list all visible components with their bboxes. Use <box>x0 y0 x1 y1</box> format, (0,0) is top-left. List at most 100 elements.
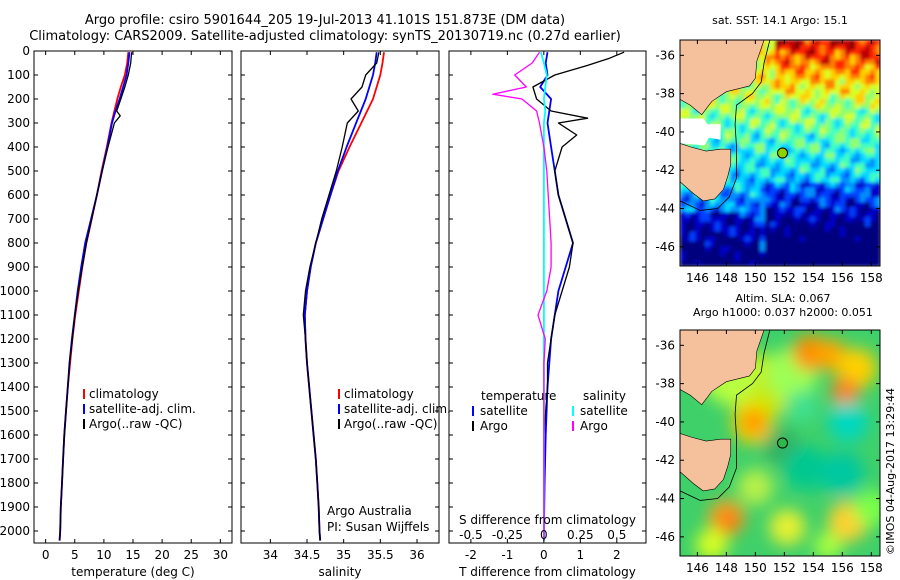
x-tick-label: 34 <box>263 548 278 562</box>
x-tick-label: 146 <box>686 561 709 575</box>
title-line-2: Climatology: CARS2009. Satellite-adjuste… <box>29 29 621 44</box>
y-tick-label: -42 <box>655 453 675 467</box>
legend-label: satellite <box>480 404 528 418</box>
x-tick-label: 156 <box>831 561 854 575</box>
map-sst-map: 146 148 150 152 154 156 158 -36 -38 -40 -42 -44 -46 s… <box>655 14 882 285</box>
x-tick-label: -1 <box>501 548 513 562</box>
x-tick-label: 20 <box>154 548 169 562</box>
legend-label: satellite <box>580 404 628 418</box>
y-tick-label: 0 <box>22 44 30 58</box>
series-argo-raw-qc- <box>58 52 133 541</box>
credit-annotation-line-1: Argo Australia <box>327 504 412 518</box>
y-tick-label: 1300 <box>0 356 30 370</box>
plot-frame <box>448 50 647 544</box>
map-subtitle-sla: Argo h1000: 0.037 h2000: 0.051 <box>693 306 873 319</box>
legend-label: Argo(..raw -QC) <box>344 417 437 431</box>
map-sla-map: 146 148 150 152 154 156 158 -36 -38 -40 -42 -44 -46 A… <box>655 292 882 575</box>
credit-annotation-line-2: PI: Susan Wijffels <box>327 520 429 534</box>
x-tick-label: 154 <box>802 271 825 285</box>
series-satellite-adj-clim- <box>303 52 378 541</box>
map-field <box>680 330 880 556</box>
y-tick-label: -46 <box>655 240 675 254</box>
credit-stamp: ©IMOS 04-Aug-2017 13:29:44 <box>884 388 897 555</box>
y-tick-label: -36 <box>655 48 675 62</box>
y-tick-label: 1100 <box>0 308 30 322</box>
chart-salinity: 34 34.5 35 35.5 36 salinity climatologysatelli… <box>240 50 451 579</box>
map-frame <box>679 329 881 557</box>
legend-label: climatology <box>344 387 414 401</box>
y-tick-label: 100 <box>7 68 30 82</box>
x-tick-label-salinity: 0 <box>540 528 548 542</box>
x-tick-label-salinity: 0.25 <box>567 528 594 542</box>
x-tick-label-salinity: 0.5 <box>607 528 626 542</box>
y-tick-label: -42 <box>655 163 675 177</box>
x-tick-label: 152 <box>773 561 796 575</box>
map-field <box>680 40 880 266</box>
x-tick-label: 10 <box>96 548 111 562</box>
legend-title-salinity: salinity <box>583 389 626 403</box>
legend-label: Argo(..raw -QC) <box>89 417 182 431</box>
legend-label: satellite-adj. clim. <box>344 402 451 416</box>
legend-label: satellite-adj. clim. <box>89 402 196 416</box>
y-tick-label: -44 <box>655 202 675 216</box>
map-title-sla: Altim. SLA: 0.067 <box>735 292 830 305</box>
series-argo-raw-qc- <box>302 52 380 541</box>
y-tick-label: -46 <box>655 530 675 544</box>
x-axis-label-salinity: S difference from climatology <box>459 513 636 527</box>
x-axis-label: temperature (deg C) <box>71 565 194 579</box>
x-axis-label: T difference from climatology <box>458 565 636 579</box>
legend-title-temperature: temperature <box>481 389 556 403</box>
y-tick-label: 200 <box>7 92 30 106</box>
title-line-1: Argo profile: csiro 5901644_205 19-Jul-2… <box>84 13 566 28</box>
y-tick-label: 1000 <box>0 284 30 298</box>
y-tick-label: 700 <box>7 212 30 226</box>
plot-frame <box>33 50 233 544</box>
y-tick-label: 1800 <box>0 476 30 490</box>
y-tick-label: -38 <box>655 377 675 391</box>
plot-frame <box>240 50 440 544</box>
y-tick-label: 1900 <box>0 500 30 514</box>
x-tick-label: 2 <box>613 548 621 562</box>
shelf-contour <box>680 40 771 211</box>
x-tick-label: 146 <box>686 271 709 285</box>
series-s-argo <box>492 51 552 541</box>
y-tick-label: 800 <box>7 236 30 250</box>
x-tick-label: -2 <box>465 548 477 562</box>
y-tick-label: 400 <box>7 140 30 154</box>
y-tick-label: 600 <box>7 188 30 202</box>
legend-label: Argo <box>480 419 508 433</box>
y-tick-label: -40 <box>655 415 675 429</box>
y-tick-label: -36 <box>655 338 675 352</box>
land-tasmania <box>680 143 732 202</box>
x-tick-label: 158 <box>860 271 883 285</box>
x-tick-label: 5 <box>71 548 79 562</box>
x-tick-label: 1 <box>577 548 585 562</box>
x-tick-label: 35.5 <box>367 548 394 562</box>
x-tick-label: 0 <box>42 548 50 562</box>
y-tick-label: 1400 <box>0 380 30 394</box>
x-tick-label: 0 <box>540 548 548 562</box>
y-tick-label: -38 <box>655 87 675 101</box>
x-tick-label: 34.5 <box>294 548 321 562</box>
x-tick-label: 15 <box>125 548 140 562</box>
shelf-contour <box>680 330 771 501</box>
x-tick-label: 30 <box>213 548 228 562</box>
x-tick-label-salinity: -0.25 <box>492 528 523 542</box>
x-tick-label: 150 <box>744 271 767 285</box>
chart-temperature: 0100200300400500600700800900100011001200… <box>0 44 233 579</box>
y-tick-label: 500 <box>7 164 30 178</box>
y-tick-label: 1500 <box>0 404 30 418</box>
x-axis-label: salinity <box>318 565 361 579</box>
series-t-argo <box>532 51 625 541</box>
float-marker <box>777 437 789 449</box>
map-title-sst: sat. SST: 14.1 Argo: 15.1 <box>712 14 848 27</box>
y-tick-label: 900 <box>7 260 30 274</box>
x-tick-label: 152 <box>773 271 796 285</box>
y-tick-label: -44 <box>655 492 675 506</box>
x-tick-label: 148 <box>715 561 738 575</box>
x-tick-label: 150 <box>744 561 767 575</box>
y-tick-label: -40 <box>655 125 675 139</box>
legend-label: climatology <box>89 387 159 401</box>
x-tick-label: 36 <box>409 548 424 562</box>
